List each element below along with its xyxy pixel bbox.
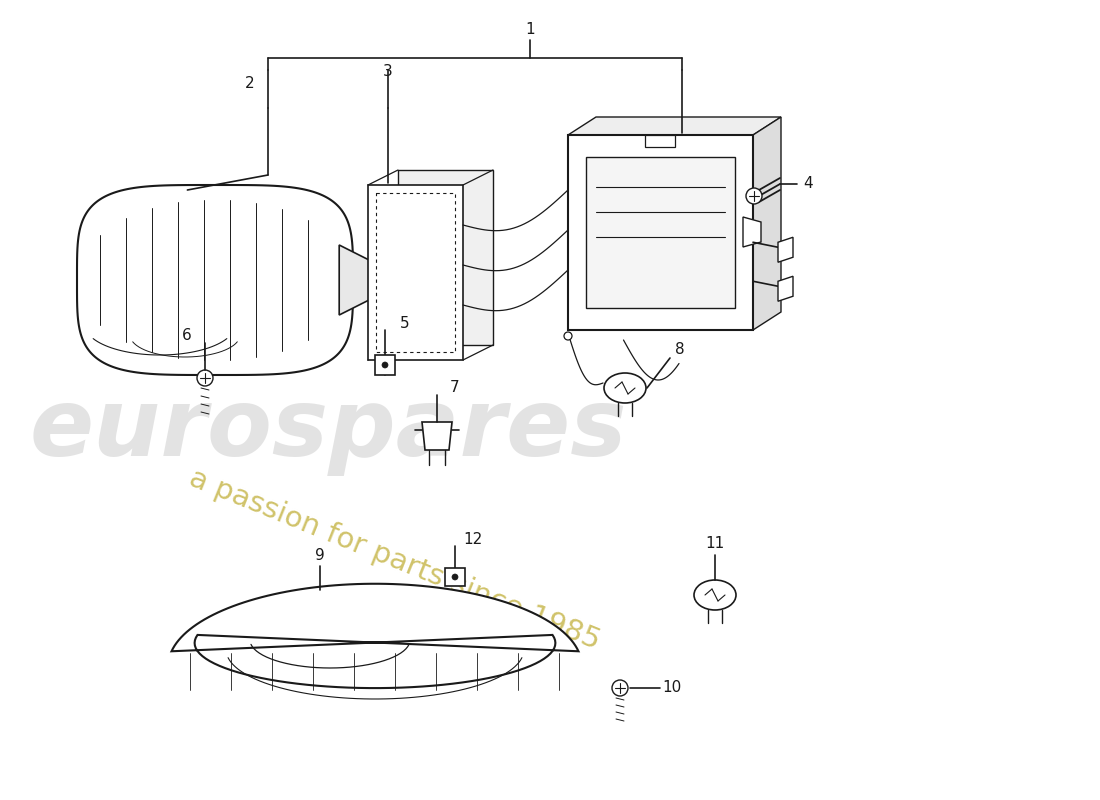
Polygon shape: [339, 245, 373, 315]
Circle shape: [382, 362, 388, 368]
Polygon shape: [77, 185, 353, 375]
Polygon shape: [568, 117, 781, 135]
Text: 5: 5: [400, 315, 410, 330]
Bar: [375, 355, 395, 375]
Text: 1: 1: [525, 22, 535, 38]
Polygon shape: [645, 135, 675, 147]
Bar: [446, 568, 465, 586]
Text: eurospares: eurospares: [30, 384, 627, 476]
Circle shape: [612, 680, 628, 696]
Polygon shape: [568, 135, 754, 330]
Text: 9: 9: [315, 549, 324, 563]
Polygon shape: [368, 185, 463, 360]
Text: 8: 8: [675, 342, 685, 358]
Text: 2: 2: [245, 75, 255, 90]
Text: 12: 12: [463, 533, 483, 547]
Polygon shape: [778, 238, 793, 262]
Ellipse shape: [694, 580, 736, 610]
Polygon shape: [754, 117, 781, 330]
Text: 7: 7: [450, 381, 460, 395]
Text: 6: 6: [183, 329, 191, 343]
Polygon shape: [742, 217, 761, 247]
Circle shape: [746, 188, 762, 204]
Ellipse shape: [604, 373, 646, 403]
Text: 4: 4: [803, 177, 813, 191]
Text: a passion for parts since 1985: a passion for parts since 1985: [185, 465, 604, 655]
Text: 10: 10: [662, 681, 682, 695]
Polygon shape: [422, 422, 452, 450]
Polygon shape: [398, 170, 493, 345]
Circle shape: [197, 370, 213, 386]
Polygon shape: [586, 157, 735, 308]
Polygon shape: [778, 276, 793, 302]
Text: 11: 11: [705, 535, 725, 550]
Text: 3: 3: [383, 63, 393, 78]
Circle shape: [452, 574, 458, 580]
Polygon shape: [172, 584, 579, 688]
Circle shape: [564, 332, 572, 340]
